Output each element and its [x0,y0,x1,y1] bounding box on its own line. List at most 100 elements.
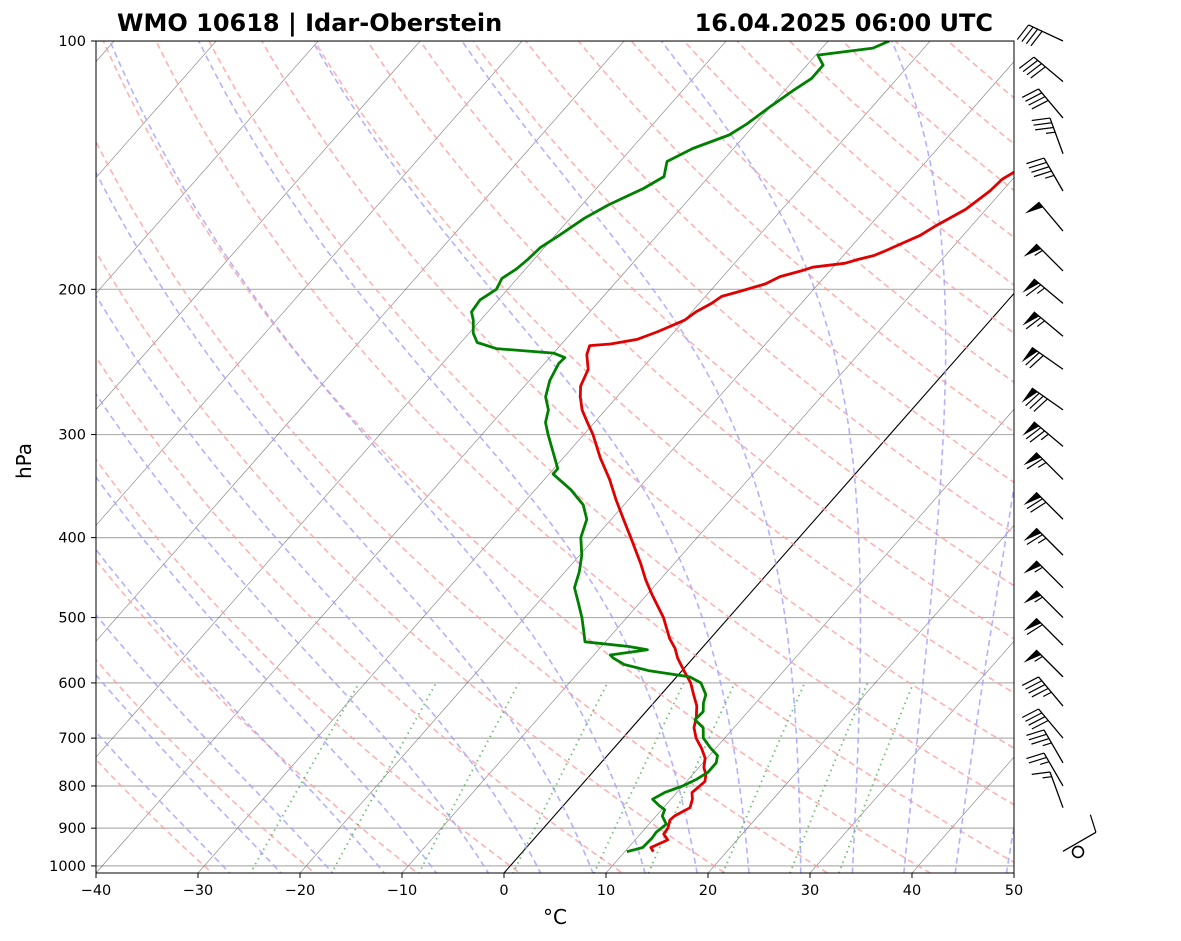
y-axis: 100 200 300 400 500 600 700 800 900 1000 [49,34,96,875]
dry-adiabat [577,41,1014,433]
dry-adiabat [366,41,1014,640]
wind-barb [1023,617,1064,646]
moist-adiabat [96,730,231,873]
x-tick-label: −10 [387,883,418,899]
dewpoint-profile-line [470,41,890,854]
wind-barb [1022,421,1064,447]
y-tick-label: 1000 [49,859,86,875]
isotherm [707,524,1014,873]
wind-barb [1023,590,1064,619]
wind-barb [1023,243,1064,272]
plot-frame [95,40,1015,874]
wind-barb [1026,729,1064,764]
wind-barbs [1016,24,1097,859]
wind-barb [1018,56,1064,83]
y-tick-label: 100 [58,34,86,50]
isotherm [197,41,931,873]
temperature-profile-line [578,170,1014,853]
dry-adiabat [96,558,419,873]
x-tick-label: 0 [499,883,508,899]
isotherm [605,408,1014,873]
mixing-ratio-line [647,682,736,873]
dry-adiabat [471,41,1014,535]
isotherm [96,41,829,873]
dry-adiabat [260,41,1014,750]
moist-adiabat [311,41,750,873]
isotherm [96,41,217,178]
moist-adiabat [954,482,1014,873]
moist-adiabat [96,294,542,873]
moist-adiabat [96,392,490,873]
dry-adiabat [524,41,1014,484]
dry-adiabat [155,41,1014,864]
dry-adiabat [96,250,727,873]
chart-title-time: 16.04.2025 06:00 UTC [695,9,993,37]
mixing-ratio-line [789,682,869,873]
mixing-ratio-line [249,682,360,873]
wind-barb [1031,771,1064,808]
wind-barb [1024,201,1064,232]
dry-adiabat [313,41,1014,694]
mixing-ratio-line [722,682,806,873]
wind-barb [1031,117,1064,155]
y-tick-label: 800 [58,779,86,795]
x-tick-label: 50 [1005,883,1023,899]
moist-adiabat [461,41,802,873]
x-tick-label: −30 [183,883,214,899]
wind-barb [1021,88,1064,119]
wind-barb [1023,649,1064,678]
dry-adiabat [96,458,522,873]
x-tick-label: 30 [801,883,819,899]
moist-adiabat [890,41,947,873]
y-tick-label: 300 [58,428,86,444]
isotherm [401,177,1014,873]
dry-adiabat [102,41,932,873]
moist-adiabat [660,41,862,873]
y-tick-label: 600 [58,676,86,692]
isotherm [809,640,1014,873]
wind-barb [1023,452,1064,480]
wind-barb [1023,560,1064,589]
wind-barb [1021,708,1064,739]
dry-adiabat [208,41,1014,806]
x-tick-label: −20 [285,883,316,899]
dry-adiabat [419,41,1014,587]
y-tick-label: 900 [58,821,86,837]
isotherm [96,41,727,758]
moist-adiabat [96,475,438,873]
wind-barb [1023,491,1064,520]
x-axis: −40 −30 −20 −10 0 10 20 30 40 50 [81,873,1023,899]
wind-barb [1016,24,1064,47]
chart-title-station: WMO 10618 | Idar-Oberstein [117,9,502,37]
dry-adiabat [630,41,1014,384]
mixing-ratio-line [838,682,915,873]
isotherm [299,61,1014,873]
moist-adiabat [197,41,698,873]
wind-barb [1023,527,1064,556]
y-tick-label: 500 [58,611,86,627]
wind-barb [1062,814,1097,852]
moist-adiabat [96,673,283,873]
y-tick-label: 400 [58,531,86,547]
zero-isotherm [503,292,1014,873]
wind-barb [1021,387,1064,412]
sounding-profiles [470,41,1014,854]
wind-barb [1026,752,1064,787]
x-tick-label: 40 [903,883,921,899]
y-tick-label: 200 [58,282,86,298]
isotherm [96,41,319,294]
x-tick-label: 10 [597,883,615,899]
calm-wind-circle [1071,845,1085,859]
x-axis-label: °C [543,905,567,929]
y-axis-label: hPa [12,443,36,479]
dry-adiabat [96,658,316,873]
wind-barb [1022,311,1064,337]
dry-adiabat [96,355,624,873]
wind-barb [1021,346,1064,370]
wind-barb [1026,157,1064,192]
wind-barb [1022,278,1064,304]
reference-lines [96,41,1014,873]
mixing-ratio-line [512,682,609,873]
x-tick-label: 20 [699,883,717,899]
